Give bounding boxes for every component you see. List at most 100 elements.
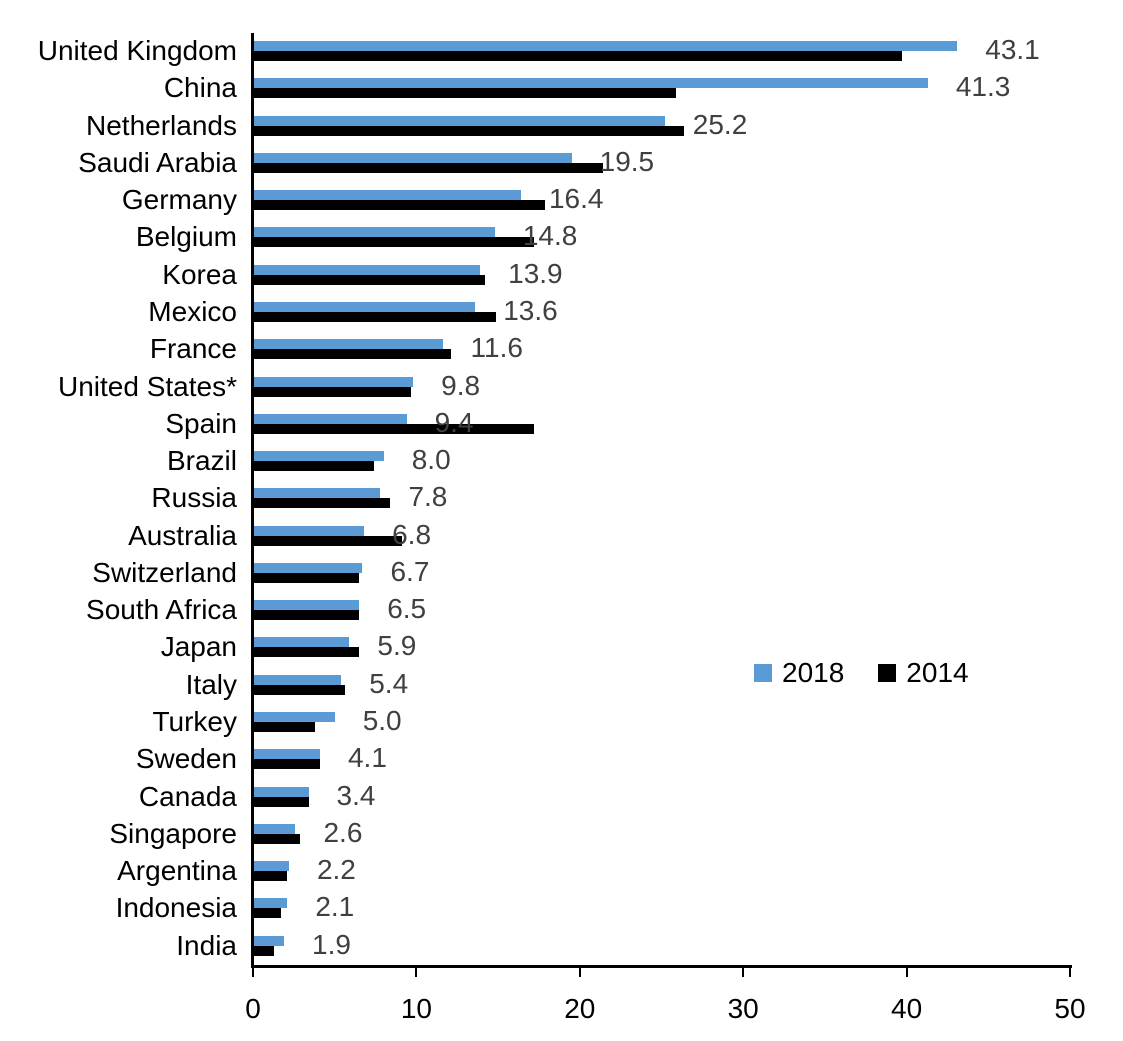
bar-2018 [253, 749, 320, 760]
bar-2014 [253, 423, 535, 434]
category-label: China [163, 72, 237, 104]
bar-2014 [253, 498, 391, 509]
category-label: South Africa [86, 594, 237, 626]
value-label: 7.8 [408, 481, 448, 513]
bar-2018 [253, 41, 958, 51]
bar-2014 [253, 610, 360, 621]
bar-2018 [253, 227, 495, 238]
x-tick [578, 965, 581, 977]
value-label: 6.8 [392, 518, 432, 550]
category-label: Indonesia [115, 892, 237, 924]
bar-2014 [253, 796, 309, 807]
bar-2014 [253, 88, 677, 99]
x-tick [415, 965, 418, 977]
bar-2014 [253, 759, 320, 770]
bar-2018 [253, 637, 350, 648]
value-label: 13.9 [508, 257, 563, 289]
bar-2014 [253, 572, 360, 583]
bar-2014 [253, 647, 360, 658]
bar-2014 [253, 833, 301, 844]
bar-2014 [253, 461, 374, 472]
legend-label-2018: 2018 [782, 657, 845, 688]
bar-2014 [253, 535, 402, 546]
bar-2018 [253, 115, 665, 126]
bar-2018 [253, 898, 288, 909]
x-tick-label: 40 [891, 993, 923, 1024]
bar-2018 [253, 339, 443, 350]
category-label: Netherlands [86, 109, 237, 141]
value-label: 5.0 [362, 705, 402, 737]
bar-2018 [253, 488, 381, 499]
value-label: 4.1 [347, 742, 387, 774]
value-label: 2.6 [323, 816, 363, 848]
category-label: Italy [185, 668, 237, 700]
value-label: 25.2 [692, 108, 748, 140]
legend-swatch-2018 [754, 664, 772, 682]
legend-item-2014: 2014 [878, 657, 969, 688]
category-label: Japan [160, 631, 237, 663]
bar-2018 [253, 376, 414, 387]
bar-2018 [253, 674, 342, 685]
x-tick-label: 50 [1054, 993, 1086, 1024]
value-label: 5.9 [377, 630, 417, 662]
bar-2018 [253, 525, 365, 536]
category-label: Saudi Arabia [78, 146, 237, 178]
bar-2014 [253, 51, 902, 61]
value-label: 2.1 [315, 891, 355, 923]
y-axis-line [251, 33, 254, 967]
bar-2018 [253, 823, 296, 834]
category-label: Sweden [135, 743, 237, 775]
value-label: 41.3 [955, 71, 1011, 103]
value-label: 1.9 [312, 928, 351, 960]
legend-swatch-2014 [878, 664, 897, 682]
bar-2018 [253, 152, 572, 163]
category-label: Singapore [109, 817, 237, 849]
x-tick-label: 30 [727, 993, 759, 1024]
bar-2018 [253, 78, 928, 89]
x-tick-label: 10 [400, 993, 432, 1024]
category-label: Spain [165, 407, 237, 439]
x-tick [1069, 965, 1071, 977]
legend-label-2014: 2014 [906, 657, 969, 688]
bar-2018 [253, 413, 407, 424]
bar-2014 [253, 386, 412, 397]
value-label: 2.2 [316, 854, 356, 886]
category-label: Australia [128, 519, 237, 551]
category-label: France [149, 333, 237, 365]
category-label: United Kingdom [37, 35, 237, 66]
bar-2018 [253, 562, 363, 573]
bar-2014 [253, 684, 345, 695]
value-label: 11.6 [470, 332, 523, 364]
bar-2014 [253, 349, 451, 360]
category-label: Germany [121, 184, 237, 216]
bar-2018 [253, 712, 335, 723]
bar-2014 [253, 871, 288, 882]
category-label: Korea [162, 258, 237, 290]
bar-2018 [253, 935, 285, 946]
legend: 2018 2014 [754, 659, 969, 687]
x-tick-label: 0 [245, 993, 261, 1024]
bar-2014 [253, 722, 316, 733]
value-label: 43.1 [985, 34, 1040, 65]
x-tick [905, 965, 908, 977]
value-label: 9.4 [434, 406, 474, 438]
bar-2018 [253, 190, 521, 201]
category-label: Canada [138, 780, 237, 812]
bar-2014 [253, 200, 546, 211]
bar-2014 [253, 125, 685, 136]
category-label: United States* [58, 370, 237, 402]
bar-2014 [253, 162, 603, 173]
category-label: Russia [151, 482, 237, 514]
bar-2018 [253, 301, 476, 312]
bar-2014 [253, 237, 535, 248]
x-tick [252, 965, 254, 977]
x-tick [742, 965, 745, 977]
value-label: 19.5 [599, 145, 655, 177]
value-label: 5.4 [369, 667, 409, 699]
value-label: 6.7 [390, 555, 430, 587]
bar-2018 [253, 600, 360, 611]
value-label: 14.8 [522, 220, 578, 252]
bar-2018 [253, 786, 309, 797]
value-label: 16.4 [548, 183, 604, 215]
category-label: India [176, 929, 237, 961]
